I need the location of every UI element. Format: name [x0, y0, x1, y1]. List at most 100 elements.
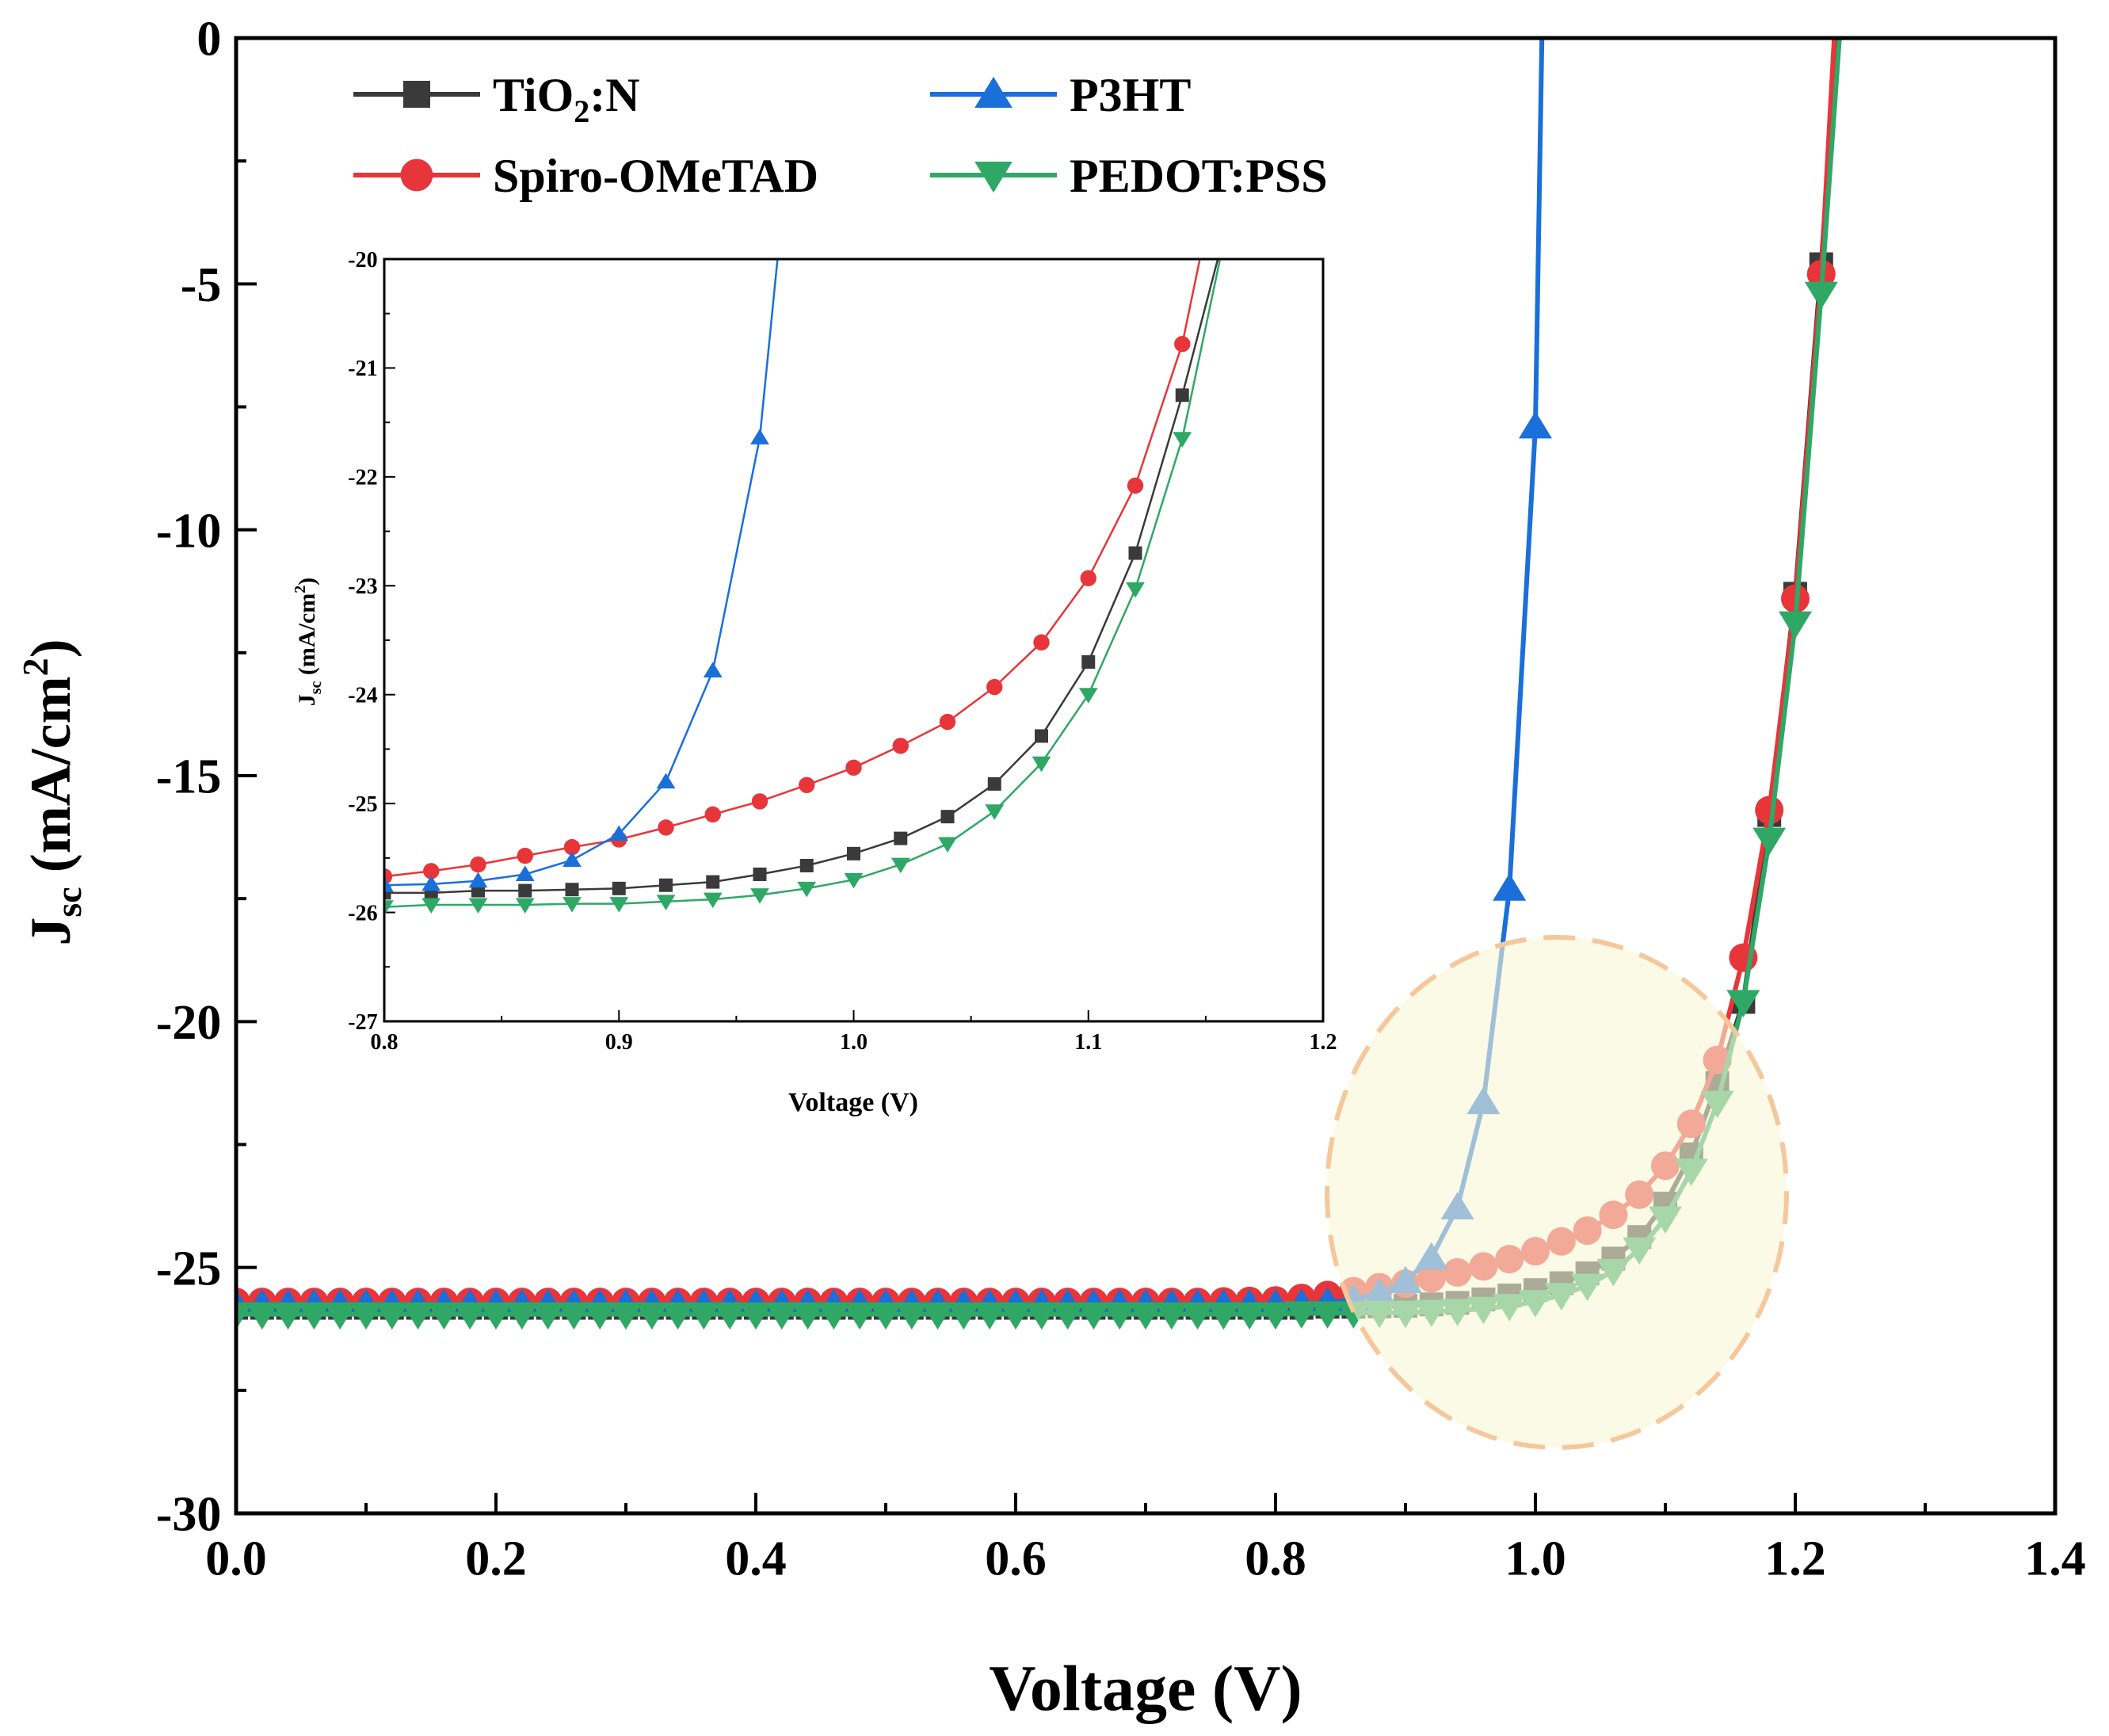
data-point: [1035, 729, 1048, 743]
data-point: [939, 713, 956, 731]
data-point: [921, 1302, 955, 1330]
legend-item: TiO2:N: [353, 69, 640, 129]
data-point: [987, 776, 1001, 791]
data-point: [531, 1302, 565, 1330]
inset-plot-frame: [383, 258, 1325, 1023]
data-point: [421, 898, 441, 914]
data-point: [375, 1302, 409, 1330]
y-tick-label: -5: [181, 258, 222, 312]
data-point: [656, 895, 676, 910]
data-point: [799, 858, 814, 872]
data-point: [1126, 582, 1145, 598]
data-point: [894, 1302, 929, 1330]
data-point: [892, 738, 909, 754]
inset-y-axis-label: Jsc (mA/cm2): [292, 578, 325, 706]
data-point: [583, 1302, 617, 1330]
data-point: [609, 897, 629, 913]
main-plot-frame: [234, 36, 2058, 1516]
legend-label: Spiro-OMeTAD: [493, 150, 818, 202]
data-point: [423, 863, 440, 879]
data-point: [563, 851, 582, 868]
data-point: [753, 867, 767, 881]
data-point: [557, 1302, 591, 1330]
data-point: [517, 847, 533, 864]
x-tick-label: 0.2: [465, 1532, 527, 1586]
y-tick-label: -27: [348, 1010, 377, 1035]
legend-item: PEDOT:PSS: [930, 150, 1328, 202]
series-line: [384, 259, 1219, 895]
data-point: [1080, 570, 1096, 586]
x-tick-label: 0.8: [371, 1030, 399, 1055]
data-point: [1173, 432, 1192, 448]
inset-series-pedot-pss: [384, 209, 1239, 916]
y-tick-label: -20: [348, 248, 377, 273]
data-point: [1519, 410, 1552, 439]
main-tick-labels: 0.0 0.2 0.4 0.6 0.8 1.0 1.2 1.4 0 -5 -10 -15 -20 -25 -…: [156, 13, 2086, 1586]
series-line: [384, 259, 1201, 878]
data-point: [468, 872, 488, 888]
data-point: [245, 1302, 279, 1330]
data-point: [1220, 209, 1239, 225]
data-point: [687, 1302, 721, 1330]
data-point: [1180, 1302, 1215, 1330]
data-point: [999, 1302, 1032, 1330]
data-point: [940, 810, 955, 824]
data-point: [421, 875, 441, 891]
data-point: [1779, 611, 1812, 639]
y-tick-label: -15: [156, 750, 222, 804]
inset-series-tio2-n: [384, 209, 1236, 900]
data-point: [1222, 209, 1236, 223]
data-point: [1207, 1302, 1241, 1330]
y-axis-label: Jsc (mA/cm2): [15, 639, 89, 945]
inset-series-group: [384, 209, 1239, 916]
data-point: [1233, 1302, 1267, 1330]
y-tick-label: -21: [348, 357, 377, 381]
y-tick-label: -25: [348, 792, 377, 817]
x-axis-label: Voltage (V): [989, 1652, 1302, 1724]
y-tick-label: -25: [156, 1242, 222, 1295]
data-point: [750, 888, 769, 904]
inset-series-p3ht: [384, 259, 779, 892]
y-tick-label: -30: [156, 1488, 222, 1542]
x-tick-label: 0.4: [725, 1532, 787, 1586]
data-point: [323, 1302, 357, 1330]
data-point: [1033, 634, 1050, 651]
data-point: [271, 1302, 305, 1330]
inset-x-axis-label: Voltage (V): [788, 1088, 918, 1117]
data-point: [791, 1302, 825, 1330]
data-point: [1128, 546, 1142, 560]
data-point: [845, 759, 862, 776]
data-point: [349, 1302, 383, 1330]
x-tick-label: 1.1: [1074, 1030, 1102, 1055]
data-point: [869, 1302, 902, 1330]
data-point: [658, 819, 674, 836]
data-point: [765, 1302, 799, 1330]
legend-marker-icon: [403, 81, 430, 108]
data-point: [1493, 873, 1527, 901]
data-point: [843, 1302, 877, 1330]
data-point: [612, 881, 626, 895]
data-point: [973, 1302, 1007, 1330]
y-tick-label: -20: [156, 996, 222, 1050]
data-point: [1129, 1302, 1162, 1330]
legend-item: Spiro-OMeTAD: [353, 150, 818, 202]
data-point: [844, 872, 864, 889]
legend-marker-icon: [974, 162, 1013, 193]
data-point: [384, 900, 394, 916]
data-point: [1024, 1302, 1058, 1330]
data-point: [703, 892, 723, 909]
y-tick-label: -26: [348, 901, 377, 925]
data-point: [1174, 335, 1191, 353]
data-point: [1051, 1302, 1085, 1330]
data-point: [518, 883, 532, 898]
data-point: [1259, 1302, 1292, 1330]
y-tick-label: -10: [156, 504, 222, 558]
x-tick-label: 0.9: [605, 1030, 633, 1055]
data-point: [515, 865, 535, 881]
data-point: [1755, 796, 1784, 825]
data-point: [453, 1302, 487, 1330]
data-point: [609, 1302, 643, 1330]
data-point: [1804, 281, 1838, 310]
x-tick-label: 1.4: [2024, 1532, 2086, 1586]
